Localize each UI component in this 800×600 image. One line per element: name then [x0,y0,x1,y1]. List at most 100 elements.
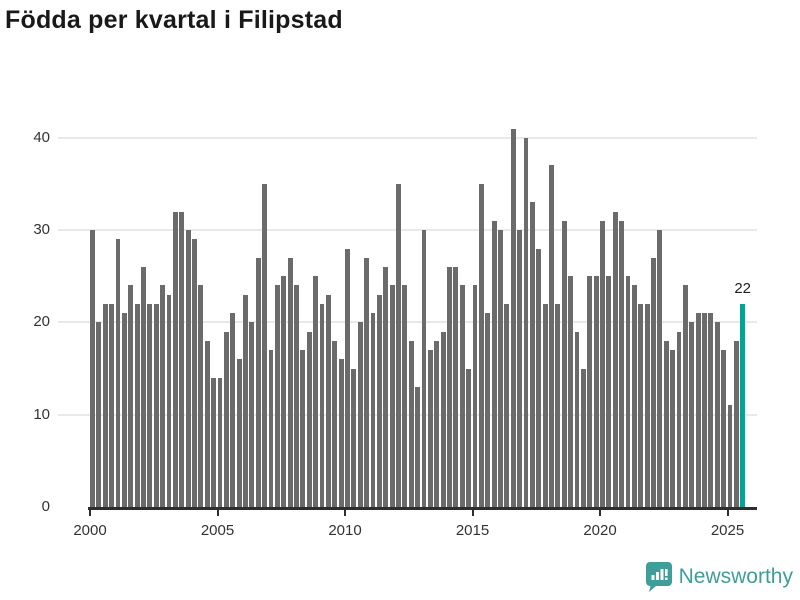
x-axis-tick [89,509,91,516]
newsworthy-logo: Newsworthy [645,562,793,592]
bar [504,303,510,507]
bar [300,350,306,507]
newsworthy-logo-text: Newsworthy [678,565,793,588]
gridline-30 [58,229,757,232]
bar [198,285,204,507]
bar [733,340,739,507]
page-title: Födda per kvartal i Filipstad [5,6,343,34]
bar [580,368,586,507]
bar [236,359,242,507]
bar [115,239,121,507]
bar [243,294,248,507]
bar [529,202,535,507]
bar [383,267,389,507]
bar [345,248,350,507]
bar [695,313,701,507]
bar [587,276,593,507]
x-axis-line [88,507,757,510]
y-axis-label: 20 [33,313,50,331]
bar [593,276,599,507]
x-axis-label: 2005 [200,522,235,539]
gridline-20 [58,321,757,324]
highlight-bar [740,303,746,507]
bar [561,220,567,507]
bar [192,239,197,507]
bar [702,313,707,507]
bar [319,303,325,507]
bar [485,313,491,507]
bar [612,211,618,507]
bar [351,368,357,507]
bar [370,313,376,507]
bar [459,285,465,507]
gridline-10 [58,413,757,416]
bar [128,285,134,507]
x-axis-tick [726,509,729,516]
bar-chart-speech-bubble-icon [645,562,672,592]
bar [204,340,210,507]
bar [223,331,229,507]
bar [306,331,312,507]
bar [268,350,274,507]
bar [325,294,331,507]
bar [466,368,472,507]
bar [708,313,714,507]
x-axis-tick [344,509,346,516]
bar [313,276,319,507]
bar [625,276,631,507]
bar [121,313,127,507]
bar [364,257,370,507]
bar [682,285,688,507]
bar [517,230,523,507]
x-axis-label: 2020 [583,522,617,539]
bar [389,285,395,507]
y-axis-label: 30 [33,221,50,239]
bar [657,230,663,507]
bar [376,294,382,507]
bar [447,267,452,507]
bar [274,285,280,507]
bar [638,303,644,507]
x-axis-label: 2000 [73,522,107,539]
bar [408,340,414,507]
bar [153,303,159,507]
bar [727,405,733,507]
bar [262,183,268,507]
bar [600,220,605,507]
bar [644,303,650,507]
bar [478,183,484,507]
bar [281,276,287,507]
bar [689,322,695,507]
bar [453,267,459,507]
x-axis-label: 2025 [710,522,745,539]
bar [147,303,153,507]
bar [440,331,446,507]
bar [663,340,669,507]
bar [90,230,95,507]
bar [249,322,255,507]
bar [523,137,529,507]
bar [230,313,236,507]
bar [255,257,261,507]
bar [670,350,676,507]
bar [185,230,191,507]
bar [109,303,115,507]
bar [179,211,185,507]
bar [421,230,427,507]
x-axis-tick [216,509,219,516]
bar [555,303,561,507]
bar [568,276,574,507]
bar [536,248,542,507]
bar [415,387,421,507]
bar [606,276,612,507]
bar [96,322,102,507]
y-axis-label: 0 [41,498,50,515]
x-axis-label: 2015 [455,522,490,539]
x-axis-tick [599,509,601,516]
bar [332,340,338,507]
y-axis-label: 10 [33,405,50,423]
bar [721,350,727,507]
bar [134,303,140,507]
bar [619,220,625,507]
